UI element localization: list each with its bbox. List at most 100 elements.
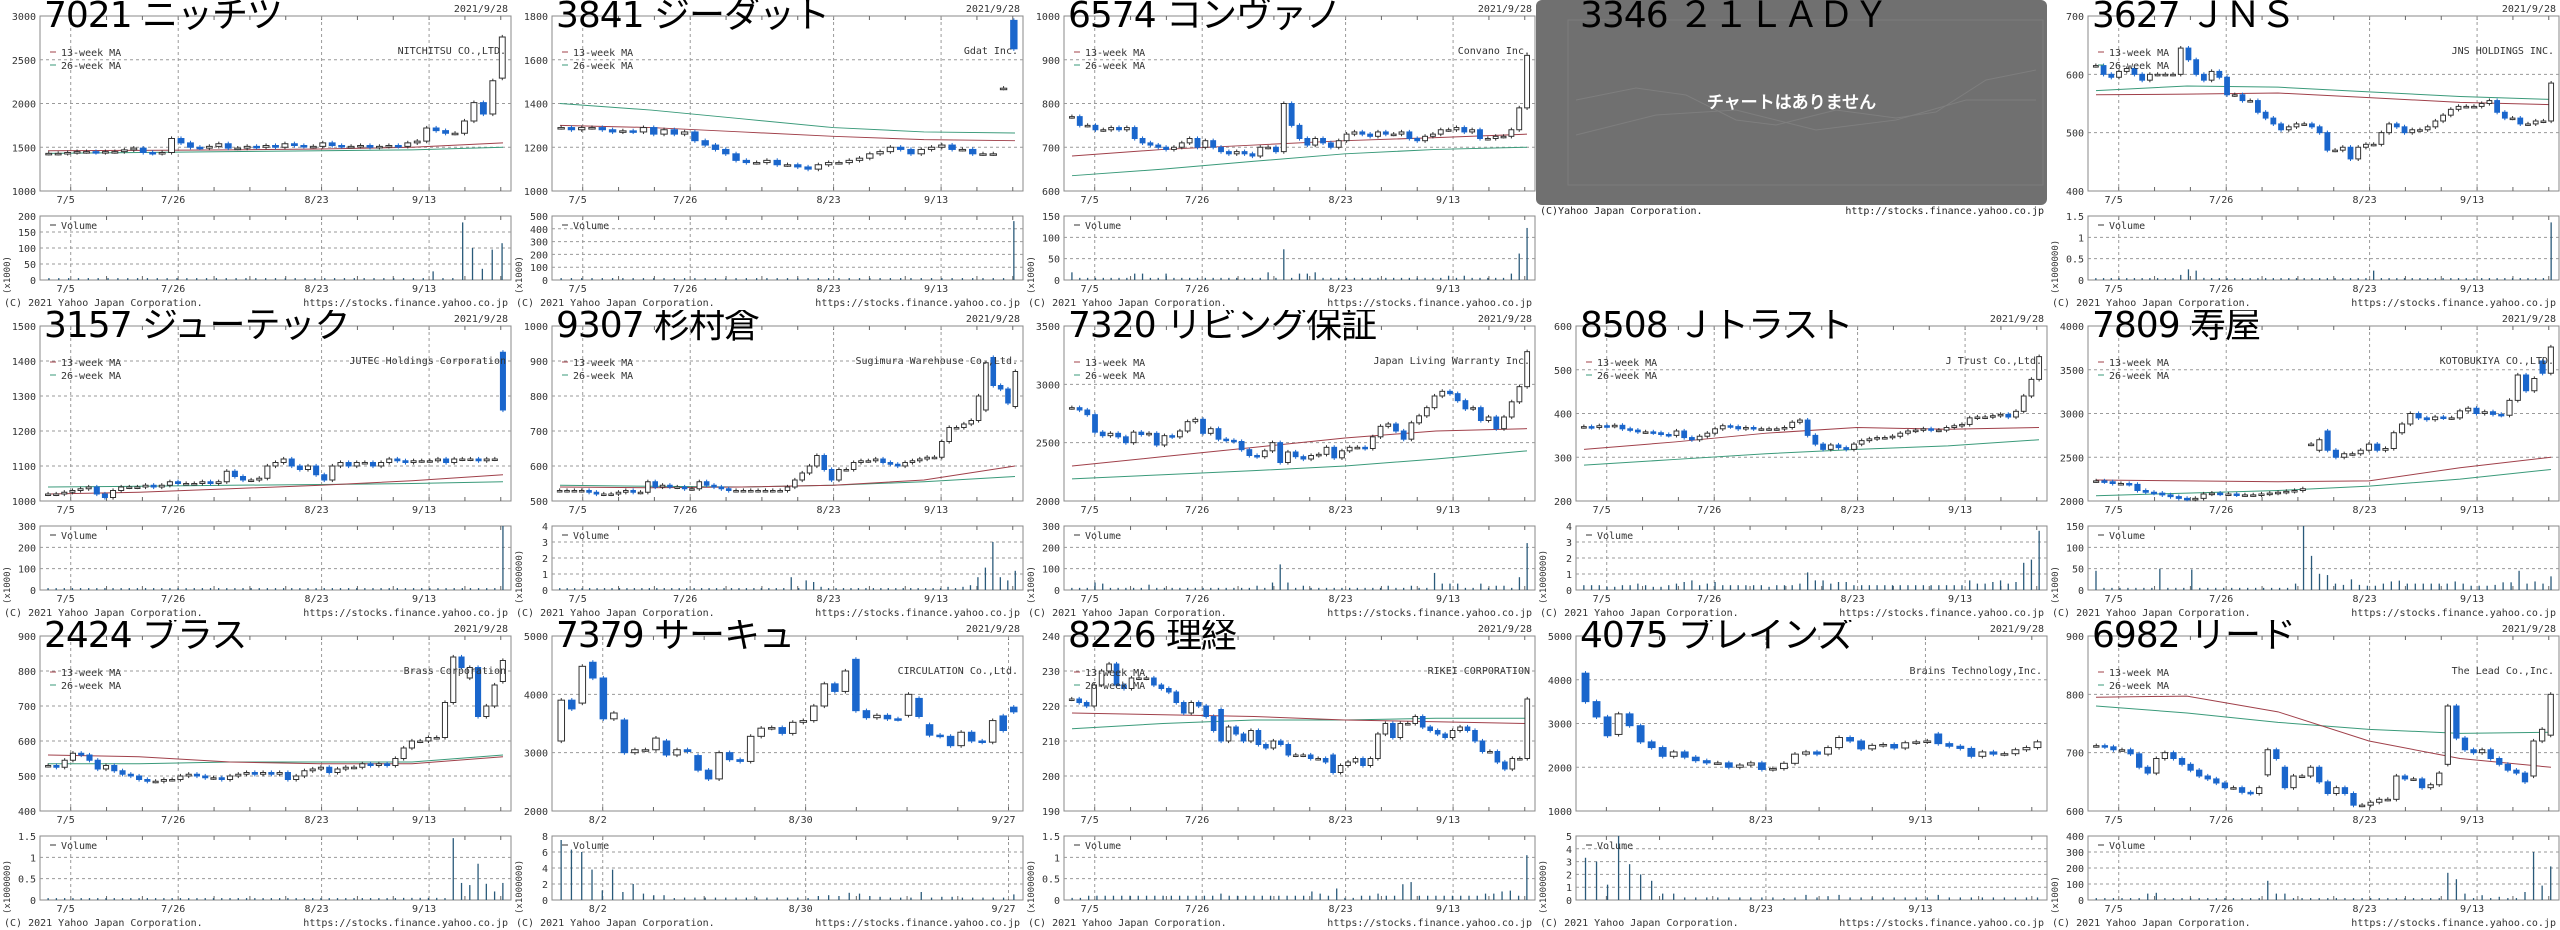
- candle-up: [556, 490, 563, 493]
- candle-down: [1393, 423, 1399, 432]
- candle-down: [2101, 745, 2109, 748]
- stock-chart-9307[interactable]: 500 600 700 800 900 1000 0 1 2 3 4 7/5 7/5 7/26 7/26 8/…: [512, 310, 1024, 620]
- source-link[interactable]: https://stocks.finance.yahoo.co.jp: [2351, 298, 2556, 309]
- price-tick-label: 500: [530, 497, 548, 508]
- source-link[interactable]: https://stocks.finance.yahoo.co.jp: [2351, 608, 2556, 619]
- stock-chart-7320[interactable]: 2000 2500 3000 3500 0 100 200 300 7/5 7/5 7/26 7/26…: [1024, 310, 1536, 620]
- candle-up: [850, 462, 857, 470]
- source-link[interactable]: https://stocks.finance.yahoo.co.jp: [1839, 608, 2044, 619]
- stock-chart-3841[interactable]: 1000 1200 1400 1600 1800 0 100 200 300 400 500 7/5 7…: [512, 0, 1024, 310]
- date-tick-label: 8/23: [305, 815, 329, 826]
- stock-chart-6574[interactable]: 600 700 800 900 1000 0 50 100 150 7/5 7/5 7/26 7/26 8…: [1024, 0, 1536, 310]
- candle-up: [1789, 421, 1796, 428]
- source-link[interactable]: https://stocks.finance.yahoo.co.jp: [2351, 918, 2556, 929]
- stock-chart-7379[interactable]: 2000 3000 4000 5000 0 2 4 6 8 8/2 8/2 8/30 8/30 9/27 9…: [512, 620, 1024, 930]
- source-link[interactable]: https://stocks.finance.yahoo.co.jp: [303, 918, 508, 929]
- stock-chart-7021[interactable]: 1000 1500 2000 2500 3000 0 50 100 150 200 7/5 7/5 7/…: [0, 0, 512, 310]
- ma-13-week-line: [1071, 428, 1528, 467]
- stock-chart-8508[interactable]: 200 300 400 500 600 0 1 2 3 4 7/5 7/5 7/26 7/26 8/23 8/…: [1536, 310, 2048, 620]
- candle-down: [1989, 751, 1998, 755]
- candle-up: [1492, 135, 1499, 139]
- price-tick-label: 1000: [12, 187, 36, 198]
- candle-up: [234, 147, 242, 151]
- candle-down: [1255, 730, 1262, 745]
- candle-up: [2455, 105, 2462, 110]
- source-link[interactable]: https://stocks.finance.yahoo.co.jp: [815, 608, 1020, 619]
- stock-chart-8226[interactable]: 190 200 210 220 230 240 0 0.5 1 1.5 7/5 7/5 7/26 7/26…: [1024, 620, 1536, 930]
- candle-up: [752, 162, 761, 165]
- candle-down: [568, 699, 576, 710]
- candle-up: [1696, 435, 1703, 441]
- source-link[interactable]: https://stocks.finance.yahoo.co.jp: [1839, 918, 2044, 929]
- volume-tick-label: 200: [1042, 543, 1060, 554]
- candle-up: [1735, 764, 1744, 768]
- stock-chart-7809[interactable]: 2000 2500 3000 3500 4000 0 50 100 150 7/5 7/5 7/26 7…: [2048, 310, 2560, 620]
- legend-volume-label: Volume: [61, 841, 97, 852]
- candle-down: [598, 127, 606, 131]
- candle-down: [1359, 131, 1366, 135]
- date-tick-label: 7/26: [161, 284, 185, 295]
- candle-down: [1956, 745, 1965, 749]
- candle-down: [202, 775, 209, 779]
- stock-chart-3627[interactable]: 400 500 600 700 0 0.5 1 1.5 7/5 7/5 7/26 7/26 8/23 8/…: [2048, 0, 2560, 310]
- candle-down: [2247, 791, 2254, 795]
- source-link[interactable]: https://stocks.finance.yahoo.co.jp: [303, 298, 508, 309]
- source-link[interactable]: https://stocks.finance.yahoo.co.jp: [815, 918, 1020, 929]
- chart-date: 2021/9/28: [1478, 4, 1532, 15]
- legend-volume-label: Volume: [573, 531, 609, 542]
- price-tick-label: 5000: [524, 632, 548, 643]
- price-tick-label: 600: [2066, 807, 2084, 818]
- stock-chart-3346[interactable]: チャートはありません (C)Yahoo Japan Corporation. htt…: [1536, 0, 2048, 310]
- candle-down: [1092, 414, 1098, 433]
- volume-plot-frame: [2087, 215, 2560, 281]
- candle-up: [337, 462, 344, 467]
- candle-up: [783, 164, 792, 167]
- stock-chart-6982[interactable]: 600 700 800 900 0 100 200 300 400 7/5 7/5 7/26 7/26 8…: [2048, 620, 2560, 930]
- candle-up: [1377, 425, 1384, 438]
- price-tick-label: 2500: [12, 56, 36, 67]
- candle-up: [359, 763, 366, 768]
- stock-chart-4075[interactable]: 1000 2000 3000 4000 5000 0 1 2 3 4 5 8/23 8/23 9/13 9/…: [1536, 620, 2048, 930]
- candle-up: [1580, 426, 1587, 429]
- candle-down: [1724, 762, 1733, 768]
- source-link[interactable]: https://stocks.finance.yahoo.co.jp: [1327, 608, 1532, 619]
- stock-chart-2424[interactable]: 400 500 600 700 800 900 0 0.5 1 1.5 7/5 7/5 7/26 7/26…: [0, 620, 512, 930]
- candle-down: [629, 130, 637, 133]
- candle-up: [608, 493, 614, 496]
- date-tick-label: 8/23: [1329, 284, 1353, 295]
- source-link[interactable]: http://stocks.finance.yahoo.co.jp: [1845, 206, 2044, 217]
- candle-down: [367, 763, 374, 766]
- source-link[interactable]: https://stocks.finance.yahoo.co.jp: [1327, 298, 1532, 309]
- candle-up: [1596, 425, 1603, 428]
- candle-up: [1107, 432, 1114, 437]
- candle-down: [1702, 760, 1711, 764]
- legend-13-week-label: 13-week MA: [2109, 358, 2169, 369]
- date-tick-label: 9/13: [924, 284, 948, 295]
- candle-up: [1516, 758, 1523, 761]
- source-link[interactable]: https://stocks.finance.yahoo.co.jp: [303, 608, 508, 619]
- candle-up: [1068, 698, 1075, 701]
- date-tick-label: 7/5: [57, 195, 75, 206]
- candle-down: [1681, 430, 1688, 439]
- candle-down: [2539, 360, 2546, 374]
- price-tick-label: 3000: [2060, 410, 2084, 421]
- volume-unit-label: (x1000): [3, 566, 13, 604]
- date-tick-label: 7/26: [161, 815, 185, 826]
- candle-up: [2230, 787, 2237, 790]
- candle-down: [78, 752, 85, 756]
- stock-title: 7809 寿屋: [2092, 310, 2261, 346]
- candle-down: [1223, 438, 1230, 442]
- volume-tick-label: 50: [24, 260, 36, 271]
- stock-chart-3157[interactable]: 1000 1100 1200 1300 1400 1500 0 100 200 300 7/5 7/5…: [0, 310, 512, 620]
- candle-down: [681, 486, 688, 490]
- price-tick-label: 2500: [2060, 453, 2084, 464]
- chart-svg: 1000120014001600180001002003004005007/57…: [515, 4, 1024, 309]
- ma-13-week-line: [2095, 456, 2552, 483]
- date-tick-label: 8/23: [817, 505, 841, 516]
- candle-up: [1791, 753, 1799, 764]
- candle-down: [1169, 435, 1176, 438]
- candle-up: [2028, 378, 2035, 397]
- source-link[interactable]: https://stocks.finance.yahoo.co.jp: [1327, 918, 1532, 929]
- source-link[interactable]: https://stocks.finance.yahoo.co.jp: [815, 298, 1020, 309]
- candle-up: [2170, 73, 2176, 77]
